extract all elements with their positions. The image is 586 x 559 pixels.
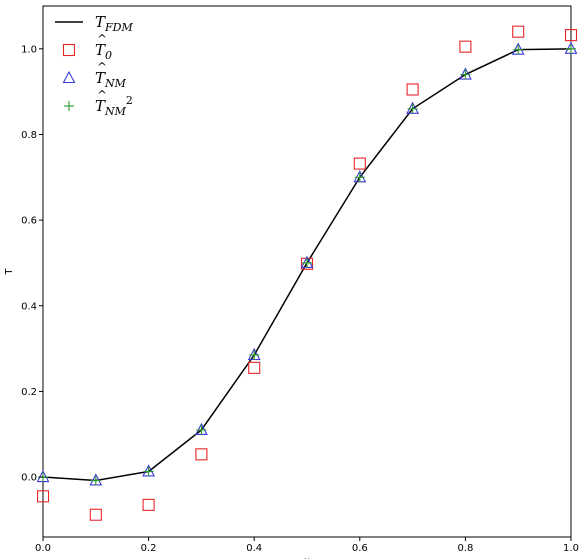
square-point	[142, 498, 155, 511]
legend-item: T0^	[62, 32, 112, 62]
legend-plus-swatch	[64, 101, 74, 111]
legend-label: TNM2	[95, 94, 133, 118]
y-axis-label: T	[4, 268, 15, 276]
y-tick-label: 0.6	[21, 216, 37, 227]
legend-label-subscript: 0	[105, 49, 112, 62]
y-tick-label: 1.0	[21, 44, 37, 55]
square-point	[248, 361, 261, 374]
square-point	[353, 157, 366, 170]
legend-label-base: T	[95, 97, 106, 115]
square-point	[564, 29, 577, 42]
plus-point	[460, 69, 471, 80]
legend-item: TFDM	[55, 13, 133, 34]
plot-area	[42, 5, 572, 538]
legend-label: TFDM	[95, 13, 133, 34]
plus-point	[302, 257, 312, 268]
legend-label-subscript: NM	[104, 77, 127, 90]
plus-point	[90, 475, 101, 486]
plus-point	[566, 43, 576, 54]
legend-label: TNM	[95, 69, 127, 90]
plus-point	[249, 350, 260, 361]
legend-hat-accent: ^	[97, 88, 107, 102]
x-tick-label: 0.4	[246, 543, 262, 554]
y-tick-label: 0.2	[21, 387, 37, 398]
legend-hat-accent: ^	[97, 60, 107, 74]
legend-item: TNM2^	[64, 88, 133, 118]
x-axis-label: x	[304, 556, 310, 559]
legend-label-subscript: NM	[104, 105, 127, 118]
square-point	[37, 490, 50, 503]
legend-label-base: T	[95, 69, 106, 87]
square-point	[512, 25, 525, 38]
square-point	[406, 83, 419, 96]
plus-point	[407, 103, 418, 114]
legend-label-subscript: FDM	[104, 21, 133, 34]
series-layer	[37, 25, 577, 521]
y-tick-label: 0.0	[21, 473, 37, 484]
legend-square-swatch	[62, 43, 76, 57]
plus-point	[196, 424, 207, 435]
x-tick-label: 0.0	[35, 543, 51, 554]
legend-label-base: T	[95, 41, 106, 59]
square-point	[459, 40, 472, 53]
x-tick-label: 1.0	[563, 543, 579, 554]
legend-label-base: T	[95, 13, 106, 31]
tick-layer: 0.0 0.2 0.4 0.6 0.8 1.0 0.0 0.2 0.4 0.6 0.8 1.0	[21, 44, 579, 554]
legend-item: TNM^	[62, 60, 127, 90]
plus-point	[513, 44, 524, 55]
legend-triangle-swatch	[62, 70, 76, 84]
legend-hat-accent: ^	[97, 32, 107, 46]
plus-point	[354, 172, 365, 183]
x-tick-label: 0.2	[141, 543, 157, 554]
plus-point	[143, 466, 154, 477]
square-point	[89, 508, 102, 521]
series-1	[37, 25, 577, 521]
legend-label-superscript: 2	[126, 94, 133, 107]
x-tick-label: 0.8	[457, 543, 473, 554]
square-point	[195, 448, 208, 461]
y-tick-label: 0.8	[21, 130, 37, 141]
legend-label: T0	[95, 41, 112, 62]
y-tick-label: 0.4	[21, 301, 37, 312]
x-tick-label: 0.6	[352, 543, 368, 554]
